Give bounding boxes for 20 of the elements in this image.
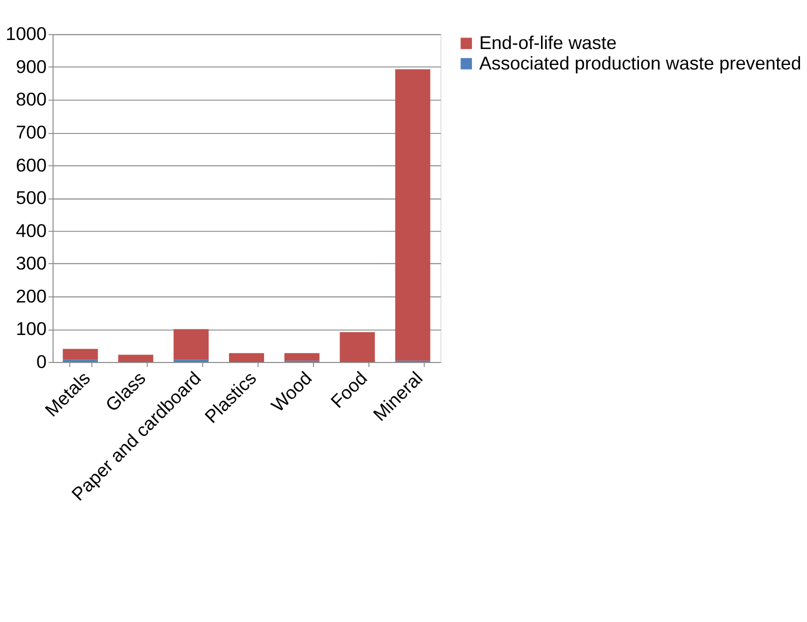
y-tick-label: 500 bbox=[16, 187, 47, 208]
y-tick-label: 400 bbox=[16, 220, 47, 241]
y-tick-label: 300 bbox=[16, 252, 47, 274]
y-tick-label: 100 bbox=[16, 318, 47, 340]
bar bbox=[284, 353, 320, 361]
y-tick-label: 1000 bbox=[6, 23, 47, 44]
y-tick-label: 0 bbox=[36, 350, 47, 372]
bar bbox=[228, 353, 264, 362]
bar bbox=[174, 329, 209, 360]
y-tick-label: 900 bbox=[16, 56, 47, 77]
y-tick-label: 200 bbox=[16, 285, 47, 306]
bar bbox=[62, 348, 98, 360]
y-tick-label: 600 bbox=[16, 154, 47, 176]
bar bbox=[118, 354, 154, 362]
y-tick-label: 700 bbox=[16, 122, 47, 142]
y-tick-label: 800 bbox=[16, 88, 47, 110]
bar bbox=[340, 332, 375, 362]
legend-label: End-of-life waste bbox=[479, 32, 617, 53]
legend-label: Associated production waste prevented bbox=[479, 52, 802, 74]
bar bbox=[395, 69, 430, 361]
